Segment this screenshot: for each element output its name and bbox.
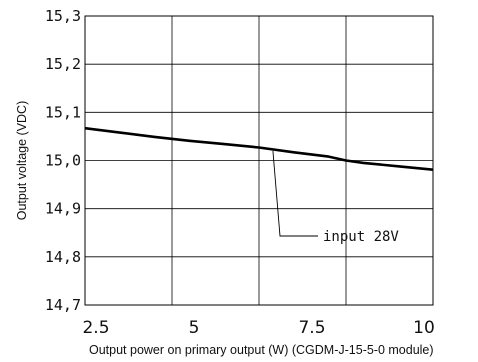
y-tick-label: 15,3 [45, 7, 81, 25]
series-line [84, 126, 434, 171]
x-tick-label: 7.5 [298, 318, 325, 338]
y-tick-label: 15,2 [45, 55, 81, 73]
y-tick-label: 14,8 [45, 248, 81, 266]
y-axis-title: Output voltage (VDC) [15, 101, 29, 221]
x-axis-title: Output power on primary output (W) (CGDM… [89, 343, 434, 357]
annotation-label: input 28V [323, 229, 399, 245]
annotation-leader-line [272, 150, 318, 237]
x-tick-label: 2.5 [82, 318, 109, 338]
annotation-callout: input 28V [272, 150, 399, 245]
grid-lines [84, 15, 434, 306]
x-tick-label: 10 [413, 318, 435, 338]
y-tick-label: 14,9 [45, 200, 81, 218]
y-tick-label: 15,1 [45, 103, 81, 121]
y-tick-labels: 14,7 14,8 14,9 15,0 15,1 15,2 15,3 [45, 7, 81, 314]
data-series [84, 126, 434, 171]
y-tick-label: 15,0 [45, 152, 81, 170]
x-tick-labels: 2.5 5 7.5 10 [82, 318, 434, 338]
x-tick-label: 5 [189, 318, 200, 338]
y-tick-label: 14,7 [45, 296, 81, 314]
